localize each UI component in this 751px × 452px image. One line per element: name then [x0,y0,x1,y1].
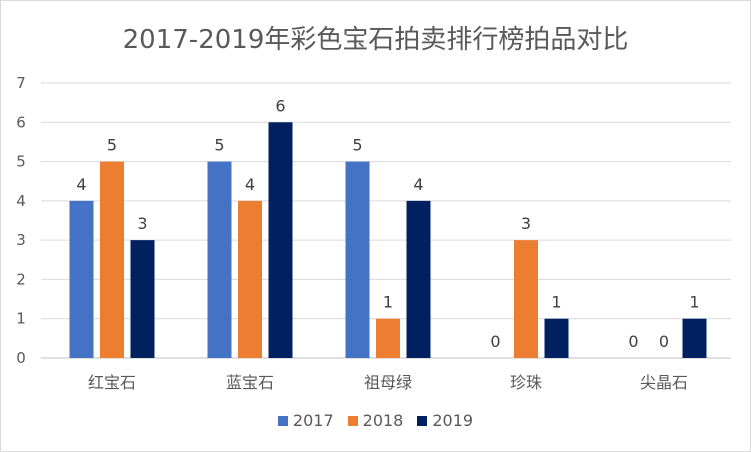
bar-2018 [238,200,262,358]
bar-2017 [207,161,232,358]
legend-label: 2017 [292,411,334,430]
x-tick-label: 祖母绿 [364,373,412,392]
legend-swatch [277,415,288,426]
data-label: 0 [490,332,500,351]
legend-label: 2018 [362,411,404,430]
data-label: 0 [628,332,638,351]
y-tick-label: 5 [16,153,26,171]
x-tick-label: 尖晶石 [640,373,688,392]
bar-2018 [514,240,538,358]
bar-2019 [544,318,569,358]
legend-swatch [417,415,428,426]
data-label: 4 [76,175,86,194]
legend-item-2017: 2017 [277,411,334,430]
y-tick-label: 3 [16,231,26,249]
y-tick-label: 6 [16,113,26,131]
data-label: 5 [352,136,362,155]
bar-2017 [69,200,94,358]
legend-label: 2019 [432,411,474,430]
data-label: 6 [275,96,285,115]
bar-2019 [268,122,293,359]
bar-2018 [376,318,400,358]
x-tick-label: 红宝石 [88,373,136,392]
data-label: 4 [413,175,423,194]
bar-2017 [345,161,370,358]
y-tick-label: 0 [16,349,26,367]
data-label: 1 [689,293,699,312]
data-label: 3 [137,214,147,233]
data-label: 5 [107,136,117,155]
legend-item-2018: 2018 [347,411,404,430]
x-tick-label: 珍珠 [510,373,542,392]
data-label: 3 [521,214,531,233]
bar-2019 [130,240,155,358]
data-label: 1 [383,293,393,312]
bar-2019 [406,200,431,358]
chart-title: 2017-2019年彩色宝石拍卖排行榜拍品对比 [122,25,629,55]
y-tick-label: 1 [16,310,26,328]
legend-swatch [347,415,358,426]
data-label: 5 [214,136,224,155]
data-label: 1 [551,293,561,312]
bar-2018 [100,161,124,358]
data-label: 0 [659,332,669,351]
x-tick-label: 蓝宝石 [226,373,274,392]
bar-2019 [682,318,707,358]
y-tick-label: 4 [16,192,26,210]
legend: 2017 2018 2019 [1,411,750,430]
data-label: 4 [245,175,255,194]
legend-item-2019: 2019 [417,411,473,430]
y-tick-label: 2 [16,270,26,288]
y-tick-label: 7 [16,74,26,92]
